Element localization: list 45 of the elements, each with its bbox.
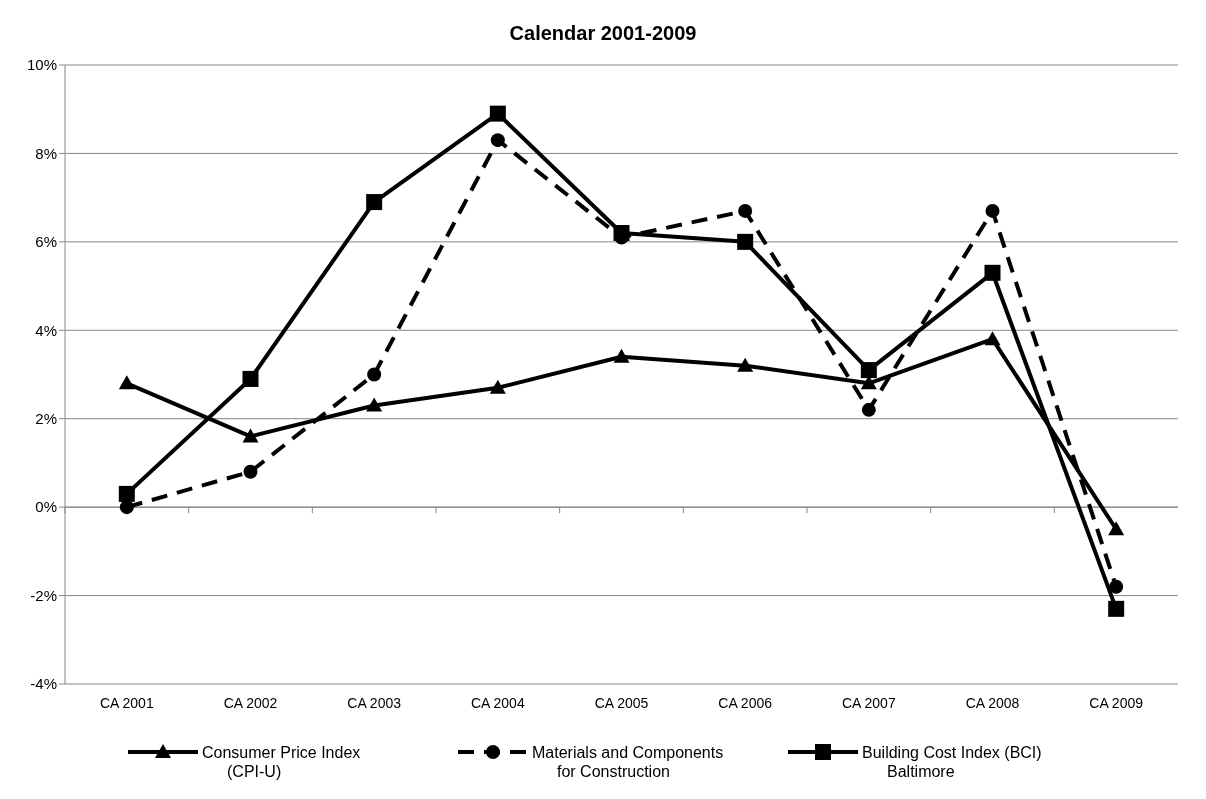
x-tick-label: CA 2004: [470, 695, 525, 711]
y-tick-label: 2%: [35, 409, 57, 427]
y-tick-label: -4%: [30, 675, 57, 693]
point: [489, 105, 506, 122]
x-tick-label: CA 2001: [99, 695, 154, 711]
point: [242, 370, 259, 387]
point: [1108, 521, 1125, 536]
point: [366, 194, 383, 211]
point: [1109, 579, 1124, 594]
point: [737, 233, 754, 250]
y-tick-label: -2%: [30, 586, 57, 604]
point: [985, 203, 1000, 218]
point: [118, 485, 135, 502]
point: [489, 379, 506, 394]
point: [1108, 600, 1125, 617]
point: [984, 331, 1001, 346]
point: [861, 402, 876, 417]
point: [738, 203, 753, 218]
point: [613, 348, 630, 363]
x-tick-label: CA 2008: [965, 695, 1020, 711]
x-tick-label: CA 2002: [223, 695, 278, 711]
y-tick-label: 8%: [35, 144, 57, 162]
y-tick-label: 6%: [35, 233, 57, 251]
y-tick-label: 10%: [26, 56, 57, 74]
x-tick-label: CA 2006: [718, 695, 773, 711]
x-tick-label: CA 2007: [841, 695, 896, 711]
point: [490, 133, 505, 148]
chart-title: Calendar 2001-2009: [509, 22, 697, 44]
legend-label: Consumer Price Index (CPI-U): [202, 743, 361, 780]
legend-label: Materials and Components for Construction: [532, 743, 724, 780]
y-tick-label: 0%: [35, 498, 57, 516]
legend-label: Building Cost Index (BCI) Baltimore: [862, 743, 1042, 780]
x-tick-label: CA 2003: [347, 695, 402, 711]
point: [737, 357, 754, 372]
point: [367, 367, 382, 382]
point: [860, 362, 877, 379]
point: [366, 397, 383, 412]
x-tick-label: CA 2005: [594, 695, 649, 711]
point: [118, 375, 135, 390]
x-tick-label: CA 2009: [1089, 695, 1144, 711]
point: [119, 500, 134, 515]
point: [984, 264, 1001, 281]
point: [243, 464, 258, 479]
y-tick-label: 4%: [35, 321, 57, 339]
point: [242, 428, 259, 443]
